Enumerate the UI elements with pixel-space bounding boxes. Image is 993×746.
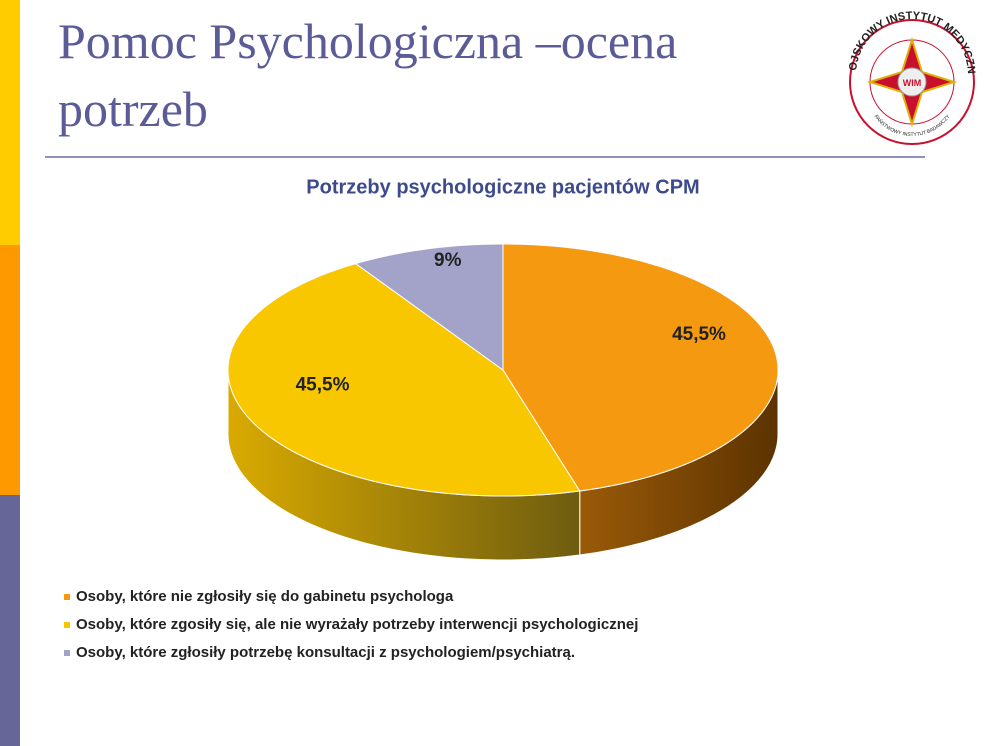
side-bar-yellow	[0, 0, 20, 245]
legend-swatch	[64, 594, 70, 600]
slide-title: Pomoc Psychologiczna –ocena potrzeb	[58, 13, 677, 137]
legend-label: Osoby, które zgłosiły potrzebę konsultac…	[76, 644, 575, 661]
pie: 45,5% 45,5% 9%	[227, 243, 779, 561]
legend: Osoby, które nie zgłosiły się do gabinet…	[64, 588, 638, 661]
legend-label: Osoby, które nie zgłosiły się do gabinet…	[76, 588, 454, 605]
logo-center: WIM	[903, 78, 922, 88]
chart-title: Potrzeby psychologiczne pacjentów CPM	[306, 176, 699, 198]
side-bar-orange	[0, 245, 20, 495]
data-label: 45,5%	[296, 374, 350, 395]
data-label: 45,5%	[672, 324, 726, 345]
legend-swatch	[64, 622, 70, 628]
slice	[227, 263, 581, 497]
legend-swatch	[64, 650, 70, 656]
data-label: 9%	[434, 250, 462, 271]
legend-label: Osoby, które zgosiły się, ale nie wyraża…	[76, 616, 638, 633]
side-bar-purple	[0, 495, 20, 746]
slice	[354, 243, 504, 371]
slice	[502, 243, 779, 492]
